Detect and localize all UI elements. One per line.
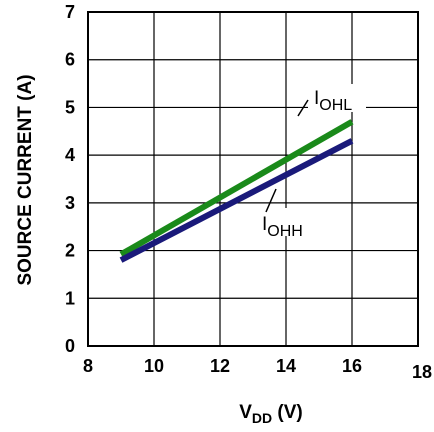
plot-frame [87, 11, 419, 347]
series-label-background [308, 84, 366, 112]
series-lines [119, 119, 354, 263]
series-label-leader [297, 99, 309, 117]
x-tick-label: 14 [276, 356, 296, 376]
series-labels: IOHL IOHH [262, 88, 352, 240]
series-line-ohh [119, 138, 354, 263]
y-tick-label: 2 [65, 241, 75, 261]
y-tick-label: 4 [65, 145, 75, 165]
series-label-ohh: IOHH [262, 214, 303, 240]
series-label-leader [265, 188, 277, 213]
y-tick-label: 6 [65, 50, 75, 70]
x-tick-labels: 8 10 12 14 16 18 [83, 356, 432, 382]
series-label-background [258, 208, 318, 236]
x-tick-label: 18 [412, 362, 432, 382]
x-tick-label: 16 [342, 356, 362, 376]
x-axis-label: VDD (V) [239, 402, 303, 426]
x-tick-label: 8 [83, 356, 93, 376]
y-tick-label: 7 [65, 2, 75, 22]
series-line-ohl [119, 119, 354, 257]
y-tick-label: 1 [65, 288, 75, 308]
y-tick-labels: 0 1 2 3 4 5 6 7 [65, 2, 75, 356]
y-tick-label: 5 [65, 97, 75, 117]
series-label-ohl: IOHL [314, 88, 352, 114]
y-tick-label: 0 [65, 336, 75, 356]
y-axis-label: SOURCE CURRENT (A) [15, 74, 36, 285]
x-axis-label-sub: DD [252, 410, 272, 426]
x-axis-label-unit: (V) [272, 402, 303, 423]
y-tick-label: 3 [65, 193, 75, 213]
x-tick-label: 10 [144, 356, 164, 376]
x-axis-label-main: V [239, 402, 252, 423]
x-tick-label: 12 [210, 356, 230, 376]
